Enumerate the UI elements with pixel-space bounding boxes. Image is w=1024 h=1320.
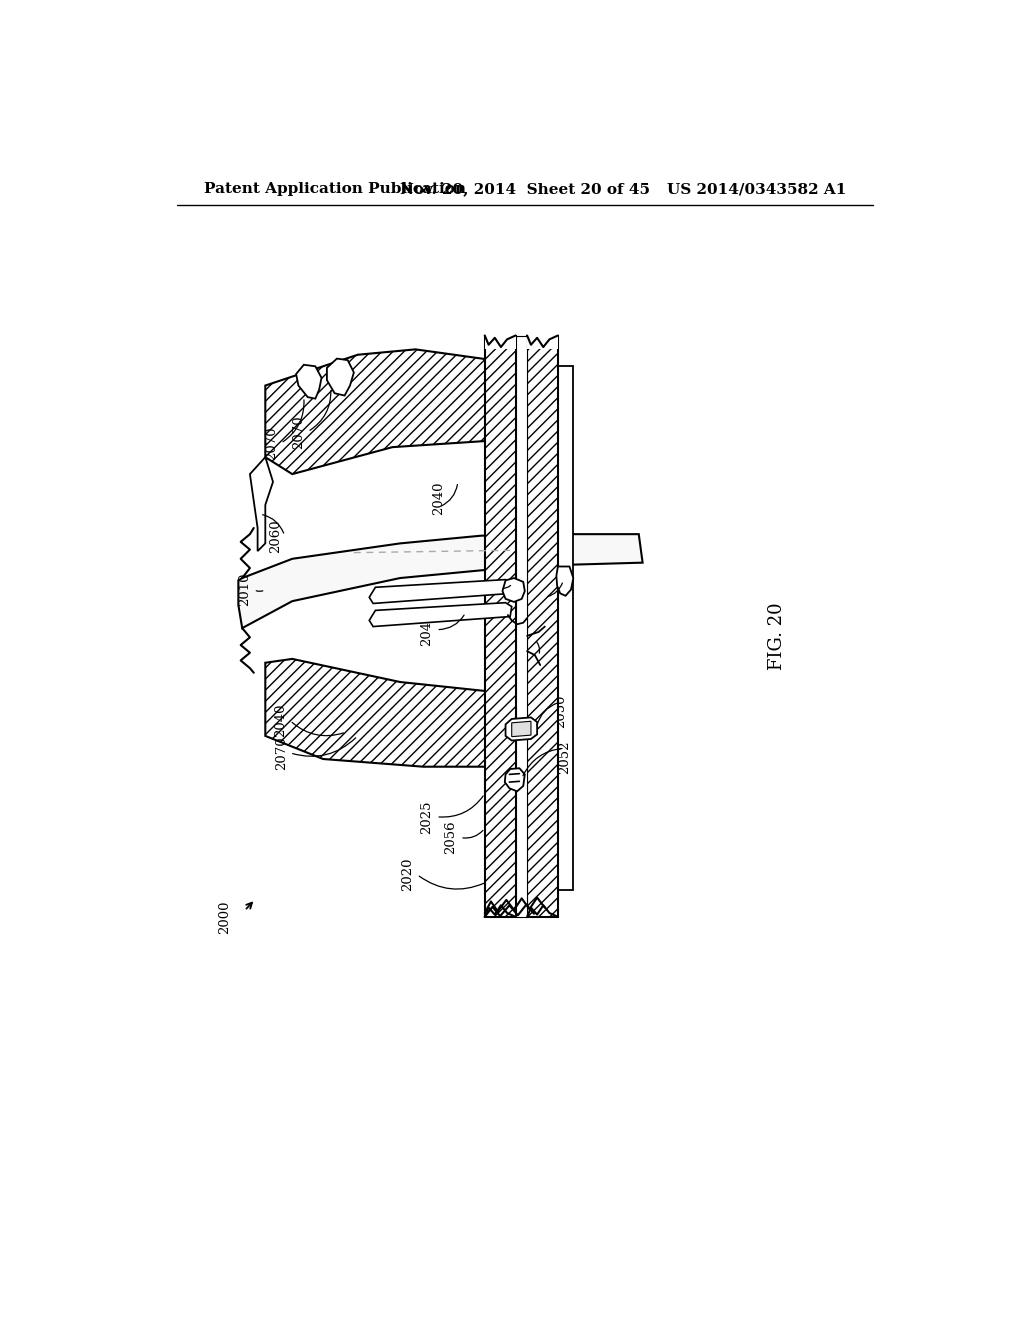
Polygon shape xyxy=(515,335,527,917)
Text: 2054: 2054 xyxy=(539,572,551,605)
Text: 2036: 2036 xyxy=(532,648,545,682)
Text: 2010: 2010 xyxy=(238,573,251,606)
Text: FIG. 20: FIG. 20 xyxy=(768,602,786,669)
Polygon shape xyxy=(296,364,322,399)
Text: 2025: 2025 xyxy=(421,800,433,833)
Text: 2070: 2070 xyxy=(265,426,278,461)
Polygon shape xyxy=(527,335,558,917)
Polygon shape xyxy=(527,334,558,350)
Polygon shape xyxy=(506,718,538,741)
Text: US 2014/0343582 A1: US 2014/0343582 A1 xyxy=(668,182,847,197)
Polygon shape xyxy=(370,579,512,603)
Text: 2056: 2056 xyxy=(444,821,458,854)
Polygon shape xyxy=(503,578,524,602)
Text: Nov. 20, 2014  Sheet 20 of 45: Nov. 20, 2014 Sheet 20 of 45 xyxy=(399,182,650,197)
Polygon shape xyxy=(265,659,509,767)
Text: 2070: 2070 xyxy=(275,737,288,770)
Polygon shape xyxy=(239,535,643,628)
Text: 2070: 2070 xyxy=(292,414,305,449)
Text: 2052: 2052 xyxy=(558,741,571,775)
Polygon shape xyxy=(512,721,531,737)
Text: 2040: 2040 xyxy=(274,704,287,738)
Text: 2040: 2040 xyxy=(432,482,445,516)
Text: 2020: 2020 xyxy=(401,858,415,891)
Text: 2060: 2060 xyxy=(269,519,282,553)
Polygon shape xyxy=(327,359,354,396)
Polygon shape xyxy=(250,457,273,552)
Text: 2050: 2050 xyxy=(554,694,566,729)
Polygon shape xyxy=(556,566,573,595)
Polygon shape xyxy=(558,367,573,890)
Polygon shape xyxy=(265,350,509,474)
Polygon shape xyxy=(484,335,515,917)
Text: 2058: 2058 xyxy=(484,572,498,605)
Polygon shape xyxy=(484,334,515,350)
Text: 2045: 2045 xyxy=(421,612,433,647)
Text: Patent Application Publication: Patent Application Publication xyxy=(204,182,466,197)
Polygon shape xyxy=(370,603,512,627)
Polygon shape xyxy=(505,768,524,792)
Text: 2000: 2000 xyxy=(218,900,231,933)
